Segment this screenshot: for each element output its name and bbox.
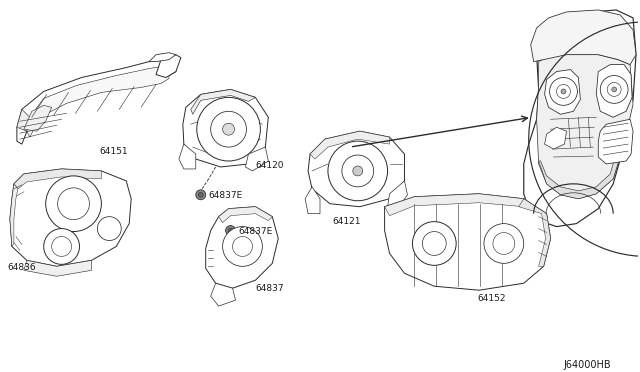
Polygon shape xyxy=(24,105,52,131)
Circle shape xyxy=(493,232,515,254)
Circle shape xyxy=(557,84,570,98)
Circle shape xyxy=(97,217,121,241)
Circle shape xyxy=(58,188,90,219)
Circle shape xyxy=(211,111,246,147)
Polygon shape xyxy=(205,207,278,288)
Circle shape xyxy=(225,225,236,235)
Circle shape xyxy=(484,224,524,263)
Polygon shape xyxy=(246,147,268,171)
Polygon shape xyxy=(537,55,633,199)
Text: J64000HB: J64000HB xyxy=(563,360,611,370)
Circle shape xyxy=(328,141,388,201)
Polygon shape xyxy=(388,181,408,209)
Circle shape xyxy=(422,231,446,256)
Circle shape xyxy=(342,155,374,187)
Polygon shape xyxy=(596,65,632,117)
Polygon shape xyxy=(519,199,550,266)
Text: 64837E: 64837E xyxy=(239,227,273,235)
Circle shape xyxy=(353,166,363,176)
Text: 64120: 64120 xyxy=(255,161,284,170)
Polygon shape xyxy=(156,55,181,77)
Polygon shape xyxy=(211,283,236,306)
Polygon shape xyxy=(10,184,18,247)
Polygon shape xyxy=(219,207,272,222)
Polygon shape xyxy=(524,10,636,227)
Circle shape xyxy=(550,77,577,105)
Polygon shape xyxy=(539,147,623,199)
Text: 64837: 64837 xyxy=(255,284,284,293)
Polygon shape xyxy=(179,144,196,169)
Polygon shape xyxy=(531,10,636,65)
Circle shape xyxy=(44,228,79,264)
Text: 64152: 64152 xyxy=(477,294,506,303)
Polygon shape xyxy=(183,89,268,167)
Polygon shape xyxy=(24,260,92,276)
Circle shape xyxy=(196,97,260,161)
Polygon shape xyxy=(191,89,255,114)
Circle shape xyxy=(612,87,617,92)
Circle shape xyxy=(198,192,204,197)
Circle shape xyxy=(412,222,456,265)
Polygon shape xyxy=(308,131,404,207)
Text: 64121: 64121 xyxy=(332,217,360,226)
Circle shape xyxy=(228,228,233,233)
Circle shape xyxy=(223,227,262,266)
Polygon shape xyxy=(17,60,176,144)
Polygon shape xyxy=(545,70,580,114)
Circle shape xyxy=(600,76,628,103)
Polygon shape xyxy=(545,127,566,149)
Polygon shape xyxy=(310,131,390,159)
Text: 64151: 64151 xyxy=(99,147,128,156)
Polygon shape xyxy=(10,169,131,266)
Polygon shape xyxy=(14,169,101,189)
Polygon shape xyxy=(385,194,524,216)
Circle shape xyxy=(607,83,621,96)
Circle shape xyxy=(52,237,72,256)
Polygon shape xyxy=(598,119,633,164)
Circle shape xyxy=(223,123,234,135)
Polygon shape xyxy=(385,194,550,290)
Polygon shape xyxy=(17,109,30,131)
Circle shape xyxy=(232,237,252,256)
Circle shape xyxy=(561,89,566,94)
Polygon shape xyxy=(305,187,320,214)
Text: 64837E: 64837E xyxy=(209,191,243,200)
Polygon shape xyxy=(149,53,176,62)
Text: 64836: 64836 xyxy=(7,263,36,272)
Polygon shape xyxy=(27,67,169,137)
Circle shape xyxy=(196,190,205,200)
Circle shape xyxy=(45,176,101,231)
